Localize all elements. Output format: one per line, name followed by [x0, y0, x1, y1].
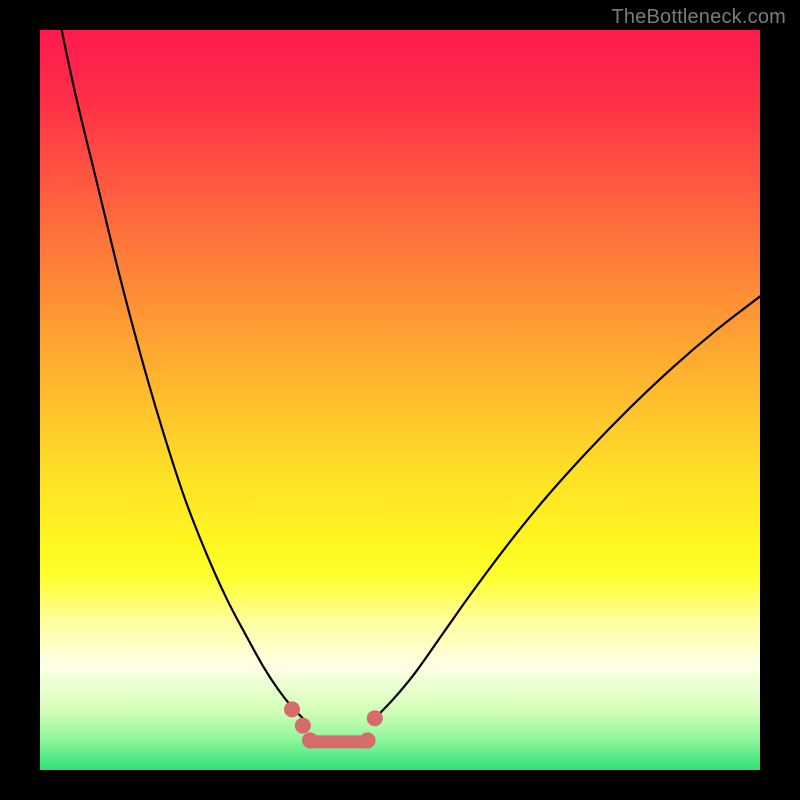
curve-left — [62, 30, 303, 718]
basin-dot — [367, 710, 383, 726]
basin-dot — [360, 732, 376, 748]
curve-right — [375, 296, 760, 718]
watermark-text: TheBottleneck.com — [611, 6, 786, 29]
basin-dot — [295, 718, 311, 734]
basin-dot — [284, 701, 300, 717]
chart-svg — [0, 0, 800, 800]
chart-frame: TheBottleneck.com — [0, 0, 800, 800]
plot-background — [40, 30, 760, 770]
basin-dot — [302, 732, 318, 748]
